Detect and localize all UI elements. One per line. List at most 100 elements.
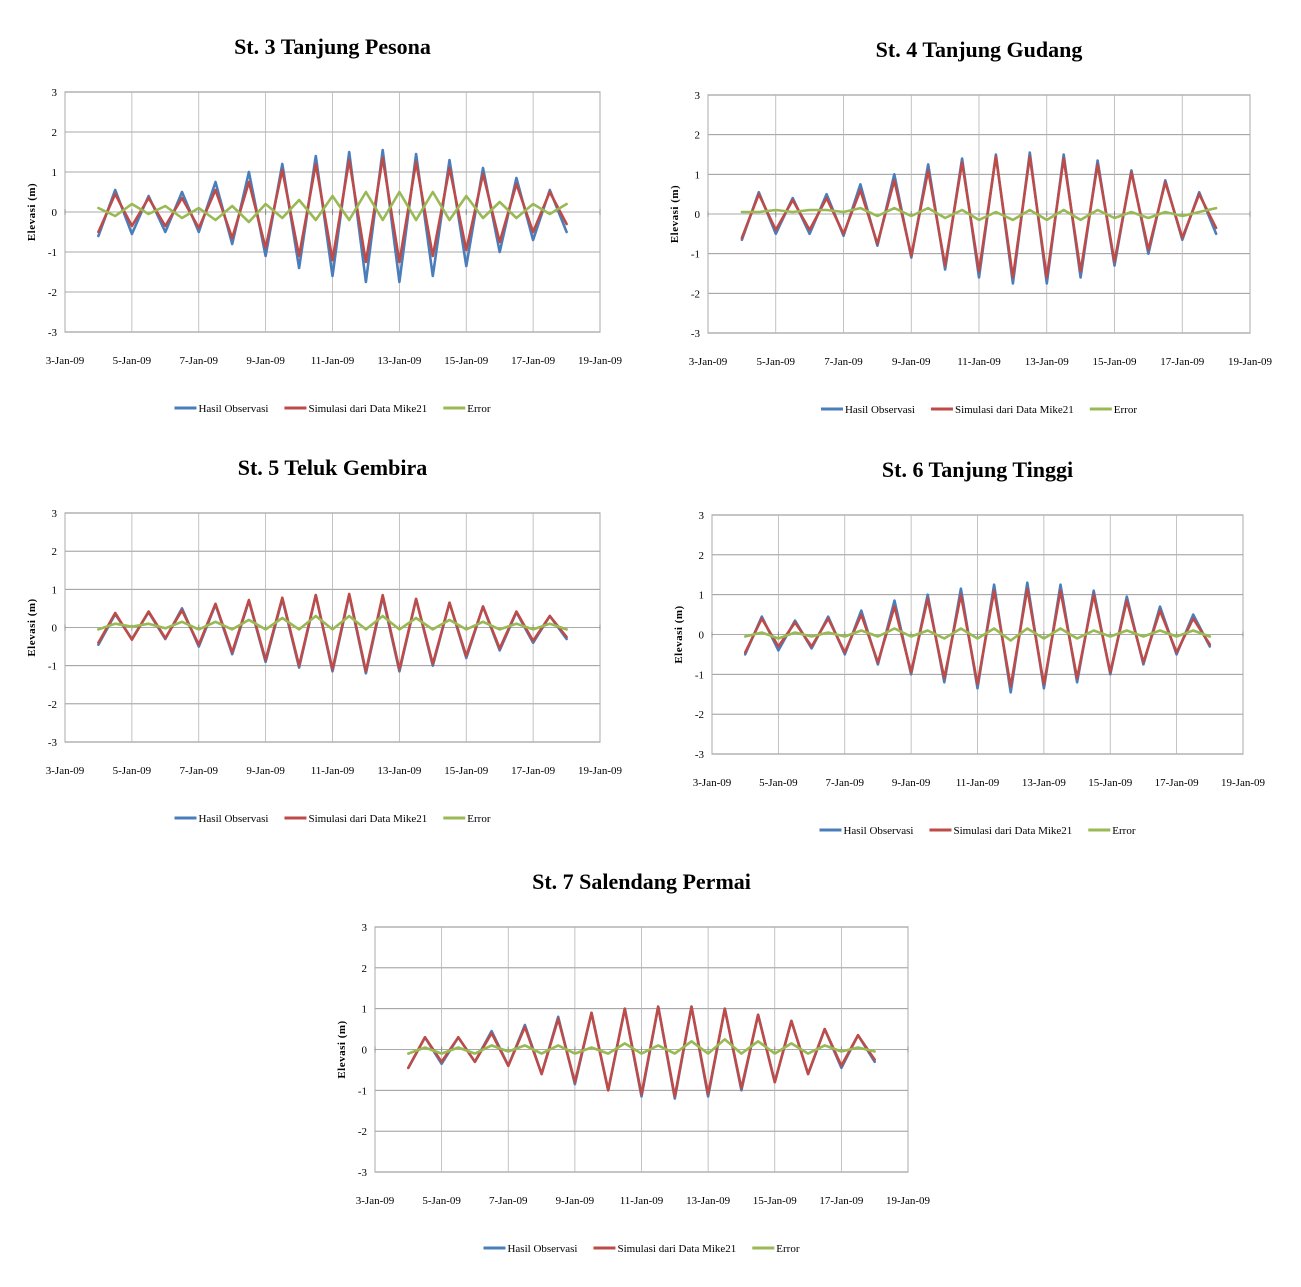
legend-item: Error (443, 403, 491, 415)
series-line (407, 1005, 876, 1098)
y-tick-label: -2 (691, 288, 700, 300)
y-tick-label: -3 (695, 749, 705, 761)
legend-item: Simulasi dari Data Mike21 (284, 403, 427, 415)
chart-title: St. 5 Teluk Gembira (238, 455, 427, 480)
legend-item: Error (1088, 825, 1136, 837)
legend-item: Hasil Observasi (174, 403, 268, 415)
x-tick-label: 13-Jan-09 (377, 355, 421, 367)
x-tick-label: 17-Jan-09 (819, 1195, 863, 1207)
y-tick-label: -3 (691, 328, 701, 340)
legend-item: Hasil Observasi (483, 1243, 577, 1255)
y-tick-label: 1 (695, 169, 701, 181)
y-tick-label: -1 (695, 669, 704, 681)
y-tick-label: 0 (695, 209, 701, 221)
y-tick-label: 1 (52, 167, 58, 179)
x-tick-label: 13-Jan-09 (1025, 356, 1069, 368)
x-tick-label: 9-Jan-09 (246, 355, 285, 367)
x-tick-label: 15-Jan-09 (753, 1195, 797, 1207)
x-tick-label: 7-Jan-09 (489, 1195, 528, 1207)
legend-label: Simulasi dari Data Mike21 (308, 813, 427, 825)
x-tick-label: 3-Jan-09 (46, 355, 85, 367)
x-tick-label: 15-Jan-09 (444, 765, 488, 777)
legend-label: Hasil Observasi (507, 1243, 577, 1255)
x-tick-label: 19-Jan-09 (578, 355, 622, 367)
y-tick-label: 3 (362, 922, 368, 934)
x-tick-label: 13-Jan-09 (377, 765, 421, 777)
x-tick-label: 3-Jan-09 (689, 356, 728, 368)
series-line (97, 592, 568, 673)
legend-label: Error (467, 403, 491, 415)
series-line (407, 1038, 876, 1055)
series-line (743, 627, 1212, 642)
legend-label: Error (1114, 404, 1138, 416)
chart: St. 4 Tanjung Gudang -3 -2 -1 0 1 2 3 3-Jan-09 5-… (669, 37, 1272, 416)
x-tick-label: 3-Jan-09 (356, 1195, 395, 1207)
series-line (97, 156, 568, 264)
x-tick-label: 5-Jan-09 (757, 356, 796, 368)
x-tick-label: 3-Jan-09 (46, 765, 85, 777)
y-tick-label: -3 (48, 737, 58, 749)
chart-title: St. 3 Tanjung Pesona (234, 34, 431, 59)
x-tick-label: 9-Jan-09 (892, 777, 931, 789)
y-axis-label: Elevasi (m) (336, 1020, 348, 1078)
y-tick-label: 1 (52, 584, 58, 596)
y-tick-label: 2 (695, 130, 701, 142)
x-tick-label: 17-Jan-09 (1160, 356, 1204, 368)
x-tick-label: 17-Jan-09 (1155, 777, 1199, 789)
y-tick-label: -1 (358, 1085, 367, 1097)
x-tick-label: 19-Jan-09 (578, 765, 622, 777)
chart: St. 5 Teluk Gembira -3 -2 -1 0 1 2 3 3-Jan-09 5-J… (26, 455, 622, 825)
legend-item: Simulasi dari Data Mike21 (930, 404, 1074, 416)
x-tick-label: 7-Jan-09 (826, 777, 865, 789)
x-tick-label: 5-Jan-09 (422, 1195, 461, 1207)
x-tick-label: 11-Jan-09 (311, 765, 355, 777)
y-tick-label: 3 (699, 510, 705, 522)
y-tick-label: 2 (52, 127, 58, 139)
x-tick-label: 13-Jan-09 (1022, 777, 1066, 789)
legend-item: Hasil Observasi (819, 825, 913, 837)
x-tick-label: 3-Jan-09 (693, 777, 732, 789)
y-tick-label: -3 (358, 1167, 368, 1179)
y-tick-label: 3 (695, 90, 701, 102)
legend-label: Simulasi dari Data Mike21 (955, 404, 1074, 416)
y-tick-label: 2 (699, 550, 705, 562)
y-axis-label: Elevasi (m) (669, 185, 681, 243)
legend-label: Error (776, 1243, 800, 1255)
x-tick-label: 17-Jan-09 (511, 355, 555, 367)
x-tick-label: 11-Jan-09 (620, 1195, 664, 1207)
legend-item: Error (1089, 404, 1138, 416)
x-tick-label: 15-Jan-09 (1093, 356, 1137, 368)
legend-item: Error (443, 813, 491, 825)
legend-item: Simulasi dari Data Mike21 (929, 825, 1072, 837)
y-axis-label: Elevasi (m) (673, 605, 685, 663)
chart: St. 6 Tanjung Tinggi -3 -2 -1 0 1 2 3 3-Jan-09 5-… (673, 457, 1265, 837)
chart-title: St. 4 Tanjung Gudang (876, 37, 1083, 62)
series-line (97, 190, 568, 224)
x-tick-label: 19-Jan-09 (1228, 356, 1272, 368)
y-tick-label: 0 (52, 623, 58, 635)
chart-title: St. 6 Tanjung Tinggi (882, 457, 1073, 482)
x-tick-label: 11-Jan-09 (956, 777, 1000, 789)
x-tick-label: 11-Jan-09 (311, 355, 355, 367)
y-tick-label: -2 (48, 287, 57, 299)
y-tick-label: -2 (695, 709, 704, 721)
y-tick-label: 0 (362, 1045, 368, 1057)
x-tick-label: 9-Jan-09 (892, 356, 931, 368)
x-tick-label: 9-Jan-09 (556, 1195, 595, 1207)
x-tick-label: 19-Jan-09 (1221, 777, 1265, 789)
legend-item: Hasil Observasi (174, 813, 268, 825)
x-tick-label: 5-Jan-09 (113, 355, 152, 367)
y-tick-label: 1 (362, 1004, 368, 1016)
y-tick-label: 2 (52, 546, 58, 558)
y-tick-label: -1 (48, 661, 57, 673)
x-tick-label: 13-Jan-09 (686, 1195, 730, 1207)
series-line (740, 206, 1218, 222)
legend-label: Error (467, 813, 491, 825)
x-tick-label: 19-Jan-09 (886, 1195, 930, 1207)
legend-item: Error (752, 1243, 800, 1255)
legend-label: Simulasi dari Data Mike21 (953, 825, 1072, 837)
legend-item: Simulasi dari Data Mike21 (593, 1243, 736, 1255)
y-tick-label: 3 (52, 508, 58, 520)
y-tick-label: -2 (48, 699, 57, 711)
